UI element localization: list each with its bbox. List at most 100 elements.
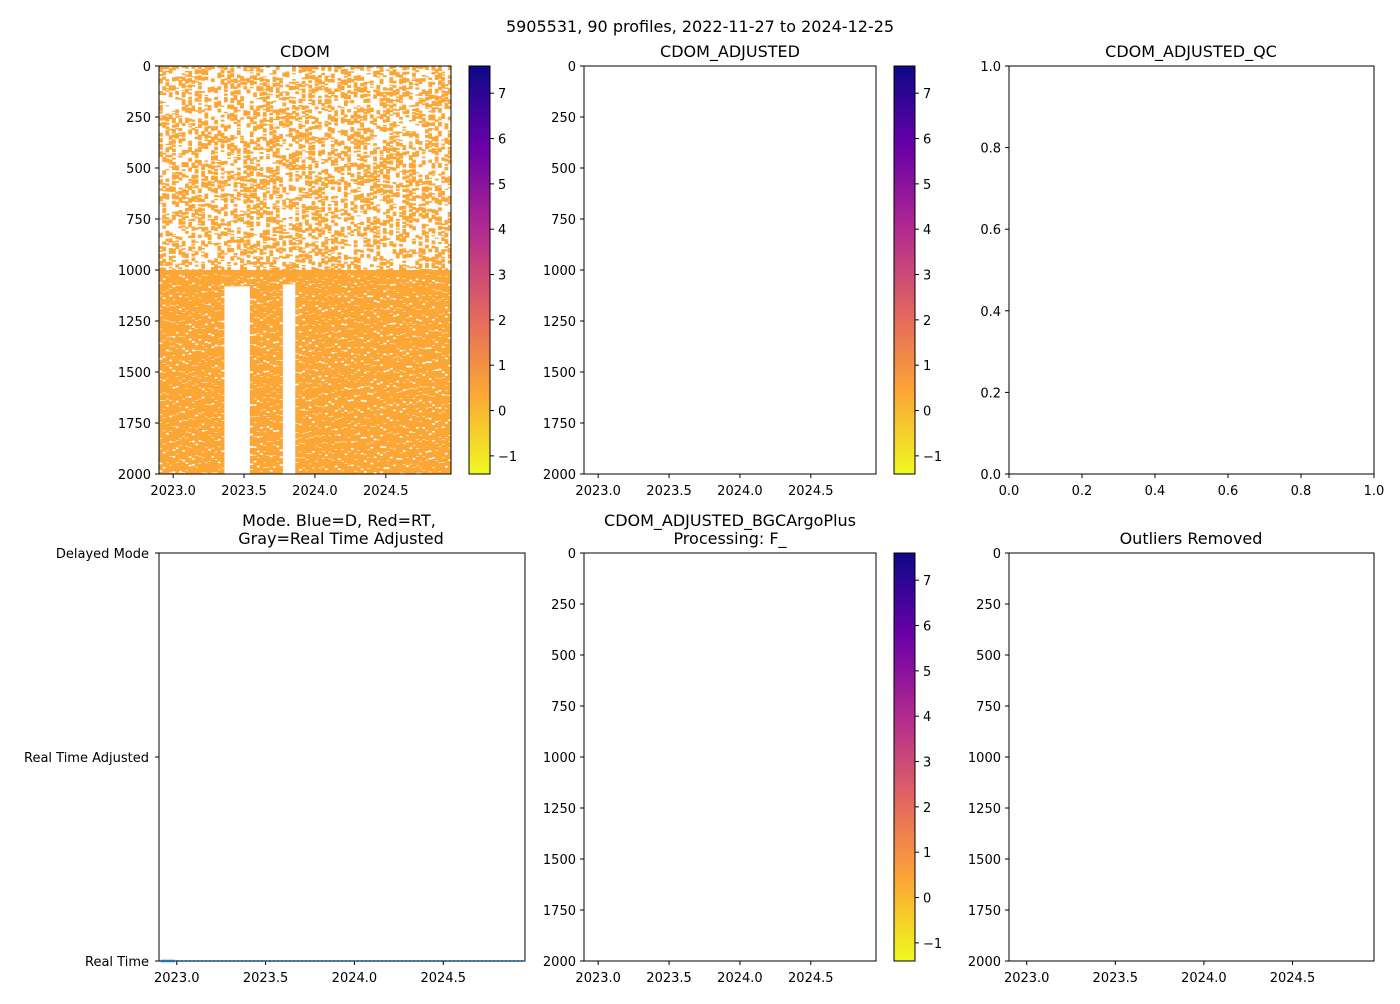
cdom-cell xyxy=(247,111,251,115)
cdom-cell xyxy=(237,110,241,112)
cdom-cell xyxy=(286,71,290,77)
cdom-cell xyxy=(250,72,254,73)
cdom-cell xyxy=(260,257,264,260)
cdom-cell xyxy=(162,102,166,103)
cdom-cell xyxy=(409,92,413,94)
cdom-cell xyxy=(370,114,374,118)
cdom-cell xyxy=(214,216,218,221)
cdom-cell xyxy=(230,171,234,173)
cdom-cell xyxy=(445,164,449,166)
y-tick-label: 1750 xyxy=(543,904,576,919)
y-tick-label: 1500 xyxy=(543,853,576,868)
cdom-cell xyxy=(399,121,403,123)
cdom-cell xyxy=(415,188,419,190)
cdom-cell xyxy=(389,223,393,227)
cdom-cell xyxy=(263,242,267,244)
y-tick-label: 1750 xyxy=(543,417,576,432)
cdom-cell xyxy=(341,227,345,232)
cdom-cell xyxy=(370,202,374,205)
cdom-cell xyxy=(224,204,228,209)
cdom-cell xyxy=(350,127,354,132)
cdom-cell xyxy=(253,179,257,183)
y-tick-label: 1500 xyxy=(118,366,151,381)
cdom-cell xyxy=(172,187,176,192)
cdom-cell xyxy=(380,169,384,174)
cdom-cell xyxy=(331,107,335,110)
cdom-cell xyxy=(221,298,225,304)
cdom-cell xyxy=(367,70,371,71)
cdom-cell xyxy=(286,193,290,195)
cdom-cell xyxy=(237,168,241,171)
cdom-cell xyxy=(279,92,283,96)
colorbar-tick-label: 1 xyxy=(498,359,506,374)
cdom-cell xyxy=(211,184,215,186)
x-tick-label: 2024.5 xyxy=(1270,971,1316,986)
cdom-cell xyxy=(198,235,202,238)
cdom-cell xyxy=(165,169,169,170)
cdom-cell xyxy=(266,191,270,194)
cdom-cell xyxy=(172,153,176,156)
y-category-label: Delayed Mode xyxy=(56,547,149,562)
cdom-cell xyxy=(172,139,176,144)
y-tick-label: 750 xyxy=(976,700,1001,715)
cdom-cell xyxy=(165,122,169,125)
cdom-cell xyxy=(412,193,416,194)
cdom-cell xyxy=(276,172,280,175)
cdom-cell xyxy=(334,246,338,251)
cdom-cell xyxy=(344,199,348,201)
cdom-cell xyxy=(250,105,254,110)
cdom-cell xyxy=(191,204,195,209)
cdom-cell xyxy=(396,173,400,178)
cdom-cell xyxy=(438,163,442,168)
cdom-cell xyxy=(237,120,241,123)
cdom-cell xyxy=(334,99,338,101)
cdom-cell xyxy=(328,110,332,112)
cdom-cell xyxy=(221,69,225,73)
cdom-cell xyxy=(201,91,205,93)
y-tick-label: 500 xyxy=(551,649,576,664)
cdom-cell xyxy=(419,141,423,145)
cdom-cell xyxy=(334,222,338,226)
cdom-cell xyxy=(279,438,283,449)
cdom-cell xyxy=(169,267,173,268)
cdom-cell xyxy=(279,145,283,147)
cdom-cell xyxy=(185,265,189,267)
cdom-cell xyxy=(282,218,286,220)
cdom-cell xyxy=(276,241,280,246)
cdom-cell xyxy=(195,265,199,267)
cdom-cell xyxy=(221,188,225,191)
cdom-cell xyxy=(380,73,384,75)
cdom-cell xyxy=(159,133,163,137)
cdom-cell xyxy=(302,89,306,93)
cdom-cell xyxy=(376,209,380,213)
cdom-cell xyxy=(299,151,303,155)
cdom-cell xyxy=(334,201,338,206)
cdom-cell xyxy=(250,162,254,164)
cdom-cell xyxy=(373,135,377,137)
cdom-cell xyxy=(227,265,231,266)
cdom-cell xyxy=(376,232,380,234)
cdom-cell xyxy=(188,92,192,94)
cdom-cell xyxy=(224,89,228,92)
cdom-cell xyxy=(260,167,264,171)
cdom-cell xyxy=(380,266,384,270)
cdom-cell xyxy=(412,226,416,230)
cdom-cell xyxy=(276,208,280,213)
cdom-cell xyxy=(341,173,345,175)
cdom-cell xyxy=(315,106,319,109)
x-tick-label: 2024.0 xyxy=(717,484,763,499)
cdom-cell xyxy=(162,153,166,155)
cdom-cell xyxy=(295,264,299,268)
cdom-cell xyxy=(214,199,218,200)
cdom-cell xyxy=(305,214,309,217)
cdom-cell xyxy=(295,171,299,172)
cdom-cell xyxy=(250,151,254,153)
cdom-cell xyxy=(234,95,238,100)
cdom-cell xyxy=(234,256,238,258)
cdom-cell xyxy=(441,257,445,258)
cdom-cell xyxy=(412,164,416,169)
cdom-cell xyxy=(276,187,280,190)
cdom-cell xyxy=(415,219,419,223)
cdom-cell xyxy=(221,468,225,474)
cdom-cell xyxy=(328,204,332,206)
